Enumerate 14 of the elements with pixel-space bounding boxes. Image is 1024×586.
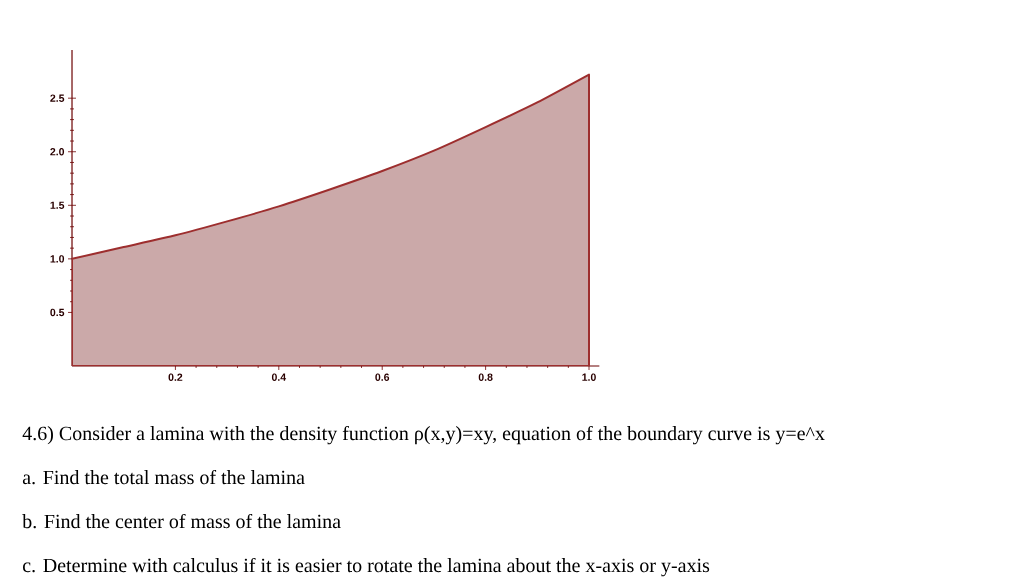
x-tick-label: 0.4: [271, 373, 287, 381]
x-tick-label: 0.8: [478, 373, 493, 381]
x-tick-label: 1.0: [582, 373, 596, 381]
y-tick-label: 1.0: [50, 255, 65, 263]
text: a. Find the total mass of the lamina: [22, 469, 305, 485]
y-tick-label: 1.5: [50, 201, 65, 209]
text: b. Find the center of mass of the lamina: [22, 513, 341, 529]
text: 4.6) Consider a lamina with the density function ρ(x,y)=xy, equation of the boundary curve is y=e^x: [22, 425, 825, 445]
y-tick-label: 0.5: [50, 308, 65, 317]
x-tick-label: 0.6: [375, 373, 390, 381]
y-tick-label: 2.0: [50, 148, 65, 156]
y-tick-label: 2.5: [50, 94, 65, 102]
x-tick-label: 0.2: [168, 373, 183, 381]
text: c. Determine with calculus if it is easier to rotate the lamina about the x-axis or y-axis: [22, 557, 710, 577]
